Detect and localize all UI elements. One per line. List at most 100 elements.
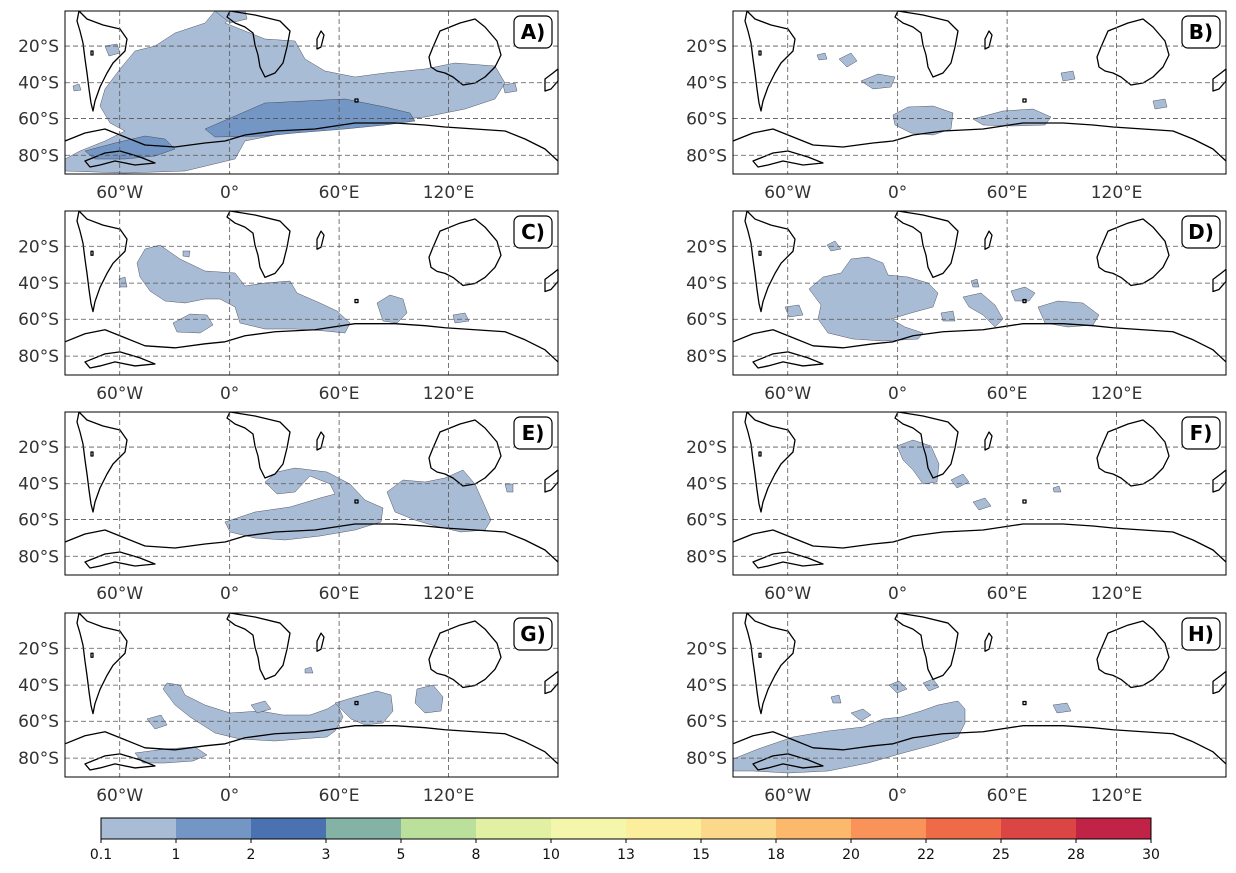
colorbar-tick-label: 13 — [617, 847, 635, 863]
antarctica-coast — [732, 523, 1227, 563]
panel-frame — [732, 210, 1227, 376]
coastline — [984, 30, 993, 50]
colorbar-tick-label: 3 — [322, 847, 331, 863]
tick-label-layer: 20°S 40°S 60°S 80°S 60°W 0° 60°E 120°E 20°S 40°S 6… — [18, 37, 1142, 806]
x-tick-label: 60°E — [319, 183, 360, 203]
frame-layer — [64, 10, 1227, 778]
colorbar-tick-label: 25 — [992, 847, 1010, 863]
map-panel-b — [816, 52, 1168, 136]
colorbar-segment — [476, 818, 552, 839]
map-panel-f — [896, 439, 1062, 511]
x-tick-label: 0° — [220, 786, 239, 806]
y-tick-label: 60°S — [686, 110, 727, 130]
panel-frame — [64, 10, 559, 175]
coastline-group — [732, 10, 1227, 168]
y-tick-label: 60°S — [18, 511, 59, 531]
x-tick-label: 60°E — [987, 786, 1028, 806]
y-tick-label: 60°S — [686, 310, 727, 330]
colorbar: 0.1 1 2 3 5 8 10 13 15 18 20 22 25 28 30 — [90, 817, 1160, 863]
y-tick-label: 80°S — [686, 547, 727, 567]
shade-level-1 — [830, 678, 1072, 722]
y-tick-label: 80°S — [18, 347, 59, 367]
coastline — [752, 753, 824, 771]
coastline — [544, 469, 559, 493]
y-tick-label: 40°S — [686, 475, 727, 495]
coastline — [544, 670, 559, 695]
coastline — [90, 652, 359, 706]
coastline — [1096, 419, 1170, 487]
panel-label-box — [513, 215, 553, 249]
y-tick-label: 60°S — [18, 110, 59, 130]
coastline — [90, 50, 359, 103]
coastline — [316, 230, 325, 250]
colorbar-segment — [626, 818, 702, 839]
coastline — [758, 451, 1027, 504]
y-tick-label: 80°S — [18, 749, 59, 769]
x-tick-label: 120°E — [1091, 183, 1143, 203]
panel-label-box — [1181, 15, 1221, 49]
y-tick-label: 20°S — [18, 37, 59, 57]
coastline — [752, 150, 824, 168]
y-tick-label: 80°S — [686, 749, 727, 769]
x-tick-label: 60°E — [987, 584, 1028, 604]
colorbar-segment — [401, 818, 477, 839]
x-tick-label: 0° — [220, 183, 239, 203]
antarctica-coast — [64, 323, 559, 363]
colorbar-tick-label: 8 — [472, 847, 481, 863]
y-tick-label: 20°S — [18, 639, 59, 659]
coastline — [1212, 268, 1227, 293]
colorbar-tick-label: 15 — [692, 847, 710, 863]
x-tick-label: 120°E — [423, 384, 475, 404]
colorbar-segment — [926, 818, 1002, 839]
coastline-group — [64, 411, 559, 569]
y-tick-label: 60°S — [18, 712, 59, 732]
coastline — [226, 10, 291, 78]
panel-frame — [732, 612, 1227, 778]
x-tick-label: 60°E — [319, 786, 360, 806]
colorbar-tick-label: 30 — [1142, 847, 1160, 863]
shade-level-1 — [972, 108, 1052, 127]
y-tick-label: 40°S — [18, 475, 59, 495]
map-panel-a — [65, 11, 518, 174]
coastline — [428, 620, 502, 689]
coastline — [1212, 670, 1227, 695]
shade-level-1 — [808, 256, 939, 342]
colorbar-segment — [776, 818, 852, 839]
coastline — [1096, 620, 1170, 689]
y-tick-label: 80°S — [18, 547, 59, 567]
y-tick-label: 40°S — [686, 74, 727, 94]
y-tick-label: 40°S — [18, 274, 59, 294]
y-tick-label: 20°S — [18, 237, 59, 257]
colorbar-segment — [851, 818, 927, 839]
shade-level-1 — [134, 666, 314, 764]
coastline — [758, 250, 1027, 304]
coastline — [84, 150, 156, 168]
x-tick-label: 120°E — [423, 183, 475, 203]
colorbar-tick-label: 28 — [1067, 847, 1085, 863]
y-tick-label: 40°S — [686, 274, 727, 294]
shade-level-1 — [118, 250, 470, 334]
y-tick-label: 20°S — [18, 438, 59, 458]
panel-frame — [64, 210, 559, 376]
x-tick-label: 0° — [888, 183, 907, 203]
colorbar-segment — [701, 818, 777, 839]
y-tick-label: 20°S — [686, 37, 727, 57]
panel-label: A) — [521, 20, 546, 44]
x-tick-label: 60°E — [319, 584, 360, 604]
panel-frame — [732, 10, 1227, 175]
x-tick-label: 120°E — [1091, 584, 1143, 604]
x-tick-label: 60°W — [764, 183, 811, 203]
coastline — [752, 551, 824, 569]
coastline — [894, 10, 959, 78]
x-tick-label: 0° — [888, 584, 907, 604]
coastline — [90, 250, 359, 304]
colorbar-tick-label: 1 — [172, 847, 181, 863]
coastline-group — [64, 210, 559, 369]
panel-frame — [64, 411, 559, 576]
x-tick-label: 60°E — [987, 384, 1028, 404]
y-tick-label: 40°S — [686, 676, 727, 696]
coastline — [1212, 469, 1227, 493]
x-tick-label: 60°W — [96, 584, 143, 604]
panel-label-box — [1181, 416, 1221, 450]
y-tick-label: 20°S — [686, 438, 727, 458]
